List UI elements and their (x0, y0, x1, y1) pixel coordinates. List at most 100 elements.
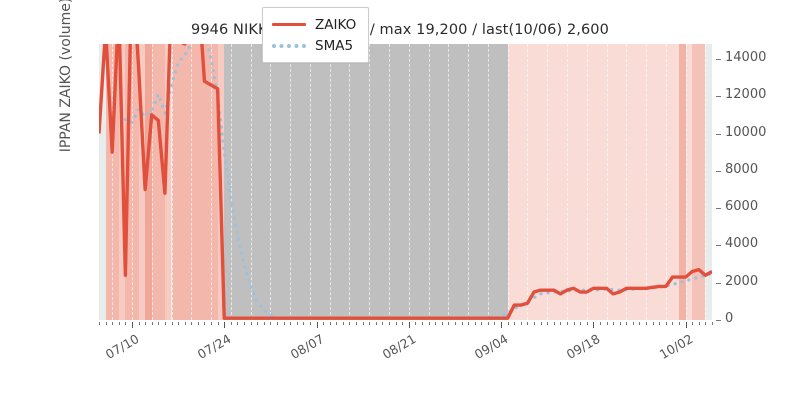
x-tick-minor (99, 322, 100, 325)
x-tick-minor (566, 322, 568, 325)
x-tick-minor (698, 322, 700, 325)
x-tick-minor (257, 322, 259, 325)
x-tick-minor (158, 322, 160, 325)
gridline (131, 44, 134, 320)
x-tick-minor (712, 322, 713, 325)
x-tick-minor (178, 322, 180, 325)
x-tick-minor (599, 322, 601, 325)
legend-item-sma5[interactable]: SMA5 (272, 35, 356, 56)
x-tick-minor (290, 322, 292, 325)
x-tick-minor (382, 322, 384, 325)
gridline (329, 44, 332, 320)
x-tick-label: 08/07 (287, 331, 327, 363)
legend-swatch-zaiko (272, 19, 306, 31)
x-tick-minor (197, 322, 199, 325)
x-tick-minor (534, 322, 536, 325)
x-tick-minor (659, 322, 661, 325)
x-tick-major (501, 322, 503, 328)
gridline (606, 44, 609, 320)
background-band (171, 44, 218, 320)
x-tick-minor (613, 322, 615, 325)
background-band (705, 44, 712, 320)
x-tick-minor (468, 322, 470, 325)
gridline (468, 44, 470, 320)
x-tick-minor (145, 322, 147, 325)
x-tick-minor (507, 322, 509, 325)
x-tick-minor (151, 322, 153, 325)
background-band (692, 44, 706, 320)
plot-area (99, 44, 712, 320)
x-tick-label: 07/10 (102, 331, 142, 363)
x-tick-minor (560, 322, 562, 325)
x-tick-major (224, 322, 226, 328)
x-tick-minor (263, 322, 265, 325)
x-tick-minor (514, 322, 516, 325)
gridline (527, 44, 529, 320)
gridline (151, 44, 154, 320)
x-tick-minor (164, 322, 166, 325)
series-line-zaiko (99, 44, 712, 320)
gridline (665, 44, 668, 320)
x-tick-major (408, 322, 410, 328)
gridline (566, 44, 569, 320)
background-band (224, 44, 508, 320)
background-band (507, 44, 680, 320)
gridline (408, 44, 411, 320)
x-tick-minor (428, 322, 430, 325)
x-tick-minor (369, 322, 371, 325)
gridline (685, 44, 688, 320)
x-tick-minor (679, 322, 681, 325)
y-tick-mark (716, 245, 721, 247)
x-tick-minor (547, 322, 549, 325)
x-tick-minor (461, 322, 463, 325)
chart-legend[interactable]: ZAIKO SMA5 (262, 7, 370, 63)
y-tick-label: 4000 (725, 236, 759, 252)
x-tick-label: 09/18 (564, 331, 603, 363)
y-tick-label: 6000 (725, 199, 759, 215)
gridline (112, 44, 114, 320)
x-tick-minor (204, 322, 206, 325)
x-tick-minor (619, 322, 621, 325)
x-tick-minor (580, 322, 582, 325)
x-tick-minor (573, 322, 575, 325)
x-tick-label: 08/21 (379, 331, 419, 363)
x-tick-minor (171, 322, 173, 325)
x-tick-minor (402, 322, 404, 325)
x-tick-minor (527, 322, 529, 325)
y-tick-label: 14000 (725, 49, 767, 65)
x-tick-minor (230, 322, 232, 325)
gridline (191, 44, 193, 320)
x-tick-minor (415, 322, 417, 325)
x-tick-minor (270, 322, 272, 325)
y-tick-mark (716, 208, 721, 210)
x-tick-minor (283, 322, 285, 325)
chart-title: 9946 NIKKO Line(Close) / max 19,200 / la… (191, 22, 609, 38)
x-tick-minor (356, 322, 358, 325)
background-band (138, 44, 146, 320)
x-tick-minor (389, 322, 391, 325)
gridline (290, 44, 292, 320)
x-tick-minor (606, 322, 608, 325)
y-tick-label: 0 (725, 311, 734, 326)
x-tick-minor (632, 322, 634, 325)
x-tick-minor (672, 322, 674, 325)
y-tick-mark (716, 58, 721, 60)
legend-item-zaiko[interactable]: ZAIKO (272, 14, 356, 35)
x-tick-minor (191, 322, 193, 325)
background-band (685, 44, 693, 320)
x-tick-minor (395, 322, 397, 325)
x-tick-minor (118, 322, 120, 325)
x-tick-minor (362, 322, 364, 325)
x-tick-minor (421, 322, 423, 325)
x-tick-minor (184, 322, 186, 325)
x-tick-label: 09/04 (471, 331, 511, 363)
x-tick-minor (217, 322, 219, 325)
legend-label-zaiko: ZAIKO (315, 16, 357, 33)
x-tick-minor (540, 322, 542, 325)
x-tick-minor (296, 322, 298, 325)
gridline (211, 44, 213, 320)
x-tick-major (685, 322, 687, 328)
gridline (369, 44, 371, 320)
x-tick-minor (112, 322, 114, 325)
background-band (99, 44, 106, 320)
